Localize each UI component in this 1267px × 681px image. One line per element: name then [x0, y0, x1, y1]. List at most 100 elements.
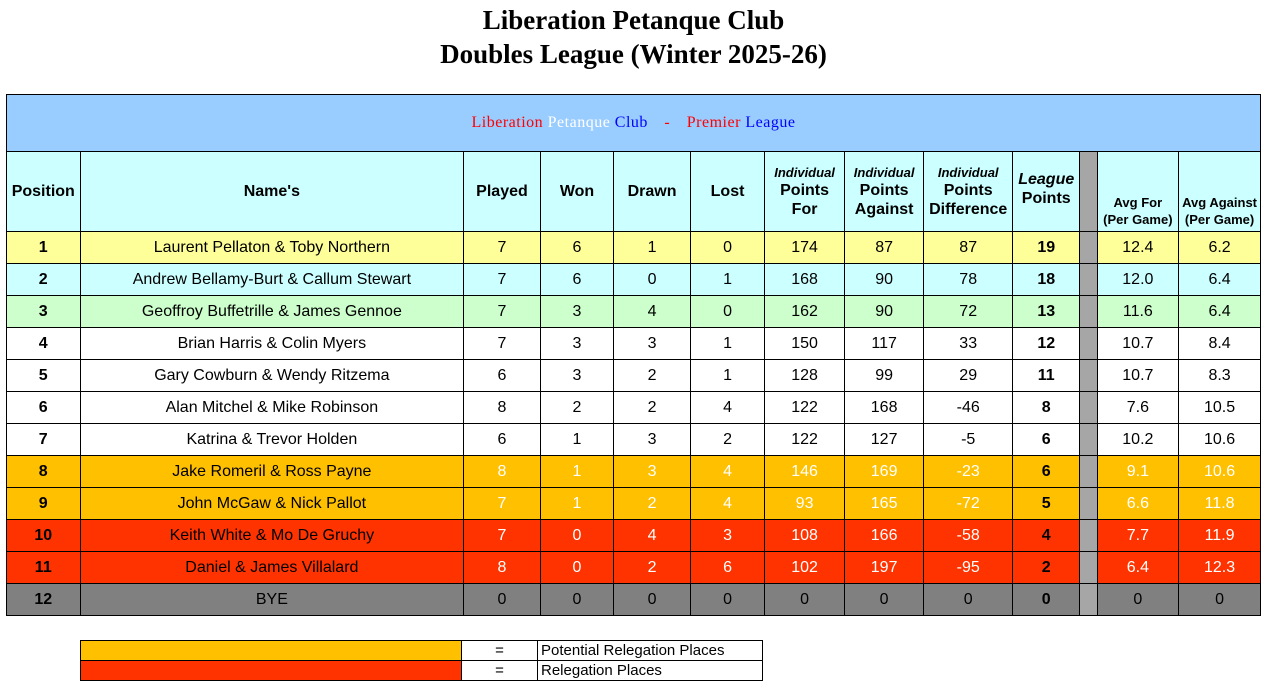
column-spacer [1079, 327, 1098, 360]
points-difference-cell: -95 [923, 551, 1013, 584]
won-cell: 2 [539, 391, 615, 424]
points-against-cell: 117 [843, 327, 925, 360]
team-name-cell: Katrina & Trevor Holden [79, 423, 465, 456]
header-text: For [791, 200, 818, 218]
drawn-cell: 2 [613, 391, 691, 424]
column-spacer [1079, 423, 1098, 456]
column-spacer [1079, 295, 1098, 328]
drawn-cell: 2 [613, 487, 691, 520]
points-difference-cell: 87 [923, 231, 1013, 264]
lost-cell: 0 [689, 231, 766, 264]
header-text: (Per Game) [1184, 212, 1255, 227]
header-drawn: Drawn [613, 151, 691, 232]
position-cell: 2 [6, 263, 81, 296]
position-cell: 12 [6, 583, 81, 616]
header-points-against: Individual Points Against [843, 151, 925, 232]
team-name-cell: Alan Mitchel & Mike Robinson [79, 391, 465, 424]
won-cell: 0 [539, 583, 615, 616]
position-cell: 11 [6, 551, 81, 584]
header-league-points: League Points [1011, 151, 1081, 232]
table-row: 7 Katrina & Trevor Holden 6 1 3 2 122 127 -5 6 10.… [6, 423, 1261, 456]
points-against-cell: 0 [843, 583, 925, 616]
avg-against-cell: 8.4 [1178, 327, 1261, 360]
header-text: Points [780, 181, 830, 199]
column-spacer [1079, 391, 1098, 424]
team-name-cell: BYE [79, 583, 465, 616]
points-difference-cell: 78 [923, 263, 1013, 296]
table-row: 4 Brian Harris & Colin Myers 7 3 3 1 150 117 33 1… [6, 327, 1261, 360]
won-cell: 6 [539, 231, 615, 264]
played-cell: 7 [463, 519, 541, 552]
avg-against-cell: 11.8 [1178, 487, 1261, 520]
key-equals: = [461, 660, 538, 681]
table-row: 5 Gary Cowburn & Wendy Ritzema 6 3 2 1 128 99 29… [6, 359, 1261, 392]
won-cell: 1 [539, 455, 615, 488]
avg-against-cell: 11.9 [1178, 519, 1261, 552]
table-row: 9 John McGaw & Nick Pallot 7 1 2 4 93 165 -72 5 6.… [6, 487, 1261, 520]
table-row: 10 Keith White & Mo De Gruchy 7 0 4 3 108 166 -5… [6, 519, 1261, 552]
lost-cell: 1 [689, 263, 766, 296]
played-cell: 8 [463, 455, 541, 488]
avg-against-cell: 0 [1178, 583, 1261, 616]
column-spacer [1079, 487, 1098, 520]
drawn-cell: 4 [613, 295, 691, 328]
avg-for-cell: 11.6 [1096, 295, 1180, 328]
banner-word: Petanque [547, 114, 611, 131]
points-difference-cell: 33 [923, 327, 1013, 360]
key-label: Potential Relegation Places [537, 640, 763, 661]
avg-against-cell: 10.5 [1178, 391, 1261, 424]
played-cell: 7 [463, 487, 541, 520]
points-difference-cell: -5 [923, 423, 1013, 456]
league-points-cell: 6 [1011, 455, 1081, 488]
league-table: Liberation Petanque Club - Premier Leagu… [6, 94, 1261, 616]
table-row: 11 Daniel & James Villalard 8 0 2 6 102 197 -95 2… [6, 551, 1261, 584]
avg-for-cell: 10.2 [1096, 423, 1180, 456]
header-position: Position [6, 151, 81, 232]
column-spacer [1079, 583, 1098, 616]
column-spacer [1079, 263, 1098, 296]
table-row: 2 Andrew Bellamy-Burt & Callum Stewart 7 6 0… [6, 263, 1261, 296]
position-cell: 10 [6, 519, 81, 552]
avg-for-cell: 10.7 [1096, 327, 1180, 360]
header-text: Difference [929, 200, 1008, 218]
avg-for-cell: 9.1 [1096, 455, 1180, 488]
points-difference-cell: -58 [923, 519, 1013, 552]
team-name-cell: Geoffroy Buffetrille & James Gennoe [79, 295, 465, 328]
avg-against-cell: 6.4 [1178, 263, 1261, 296]
column-spacer [1079, 151, 1098, 232]
avg-for-cell: 12.0 [1096, 263, 1180, 296]
league-points-cell: 6 [1011, 423, 1081, 456]
position-cell: 7 [6, 423, 81, 456]
played-cell: 0 [463, 583, 541, 616]
header-avg-against: Avg Against (Per Game) [1178, 151, 1261, 232]
points-for-cell: 146 [764, 455, 845, 488]
points-for-cell: 150 [764, 327, 845, 360]
points-against-cell: 127 [843, 423, 925, 456]
avg-against-cell: 6.4 [1178, 295, 1261, 328]
points-for-cell: 128 [764, 359, 845, 392]
points-for-cell: 162 [764, 295, 845, 328]
league-points-cell: 12 [1011, 327, 1081, 360]
avg-against-cell: 10.6 [1178, 423, 1261, 456]
lost-cell: 4 [689, 455, 766, 488]
header-text: League [1018, 171, 1075, 188]
column-spacer [1079, 551, 1098, 584]
header-text: Against [854, 200, 914, 218]
points-against-cell: 168 [843, 391, 925, 424]
team-name-cell: Keith White & Mo De Gruchy [79, 519, 465, 552]
points-against-cell: 99 [843, 359, 925, 392]
played-cell: 7 [463, 295, 541, 328]
points-against-cell: 166 [843, 519, 925, 552]
position-cell: 4 [6, 327, 81, 360]
table-row: 6 Alan Mitchel & Mike Robinson 8 2 2 4 122 168-… [6, 391, 1261, 424]
team-name-cell: Andrew Bellamy-Burt & Callum Stewart [79, 263, 465, 296]
drawn-cell: 2 [613, 359, 691, 392]
header-text: Individual [774, 164, 835, 180]
position-cell: 6 [6, 391, 81, 424]
banner-word: Liberation [471, 114, 544, 131]
team-name-cell: Gary Cowburn & Wendy Ritzema [79, 359, 465, 392]
points-difference-cell: -46 [923, 391, 1013, 424]
header-text: Points [859, 181, 909, 199]
points-difference-cell: 29 [923, 359, 1013, 392]
key-swatch-potential-relegation [80, 640, 462, 661]
